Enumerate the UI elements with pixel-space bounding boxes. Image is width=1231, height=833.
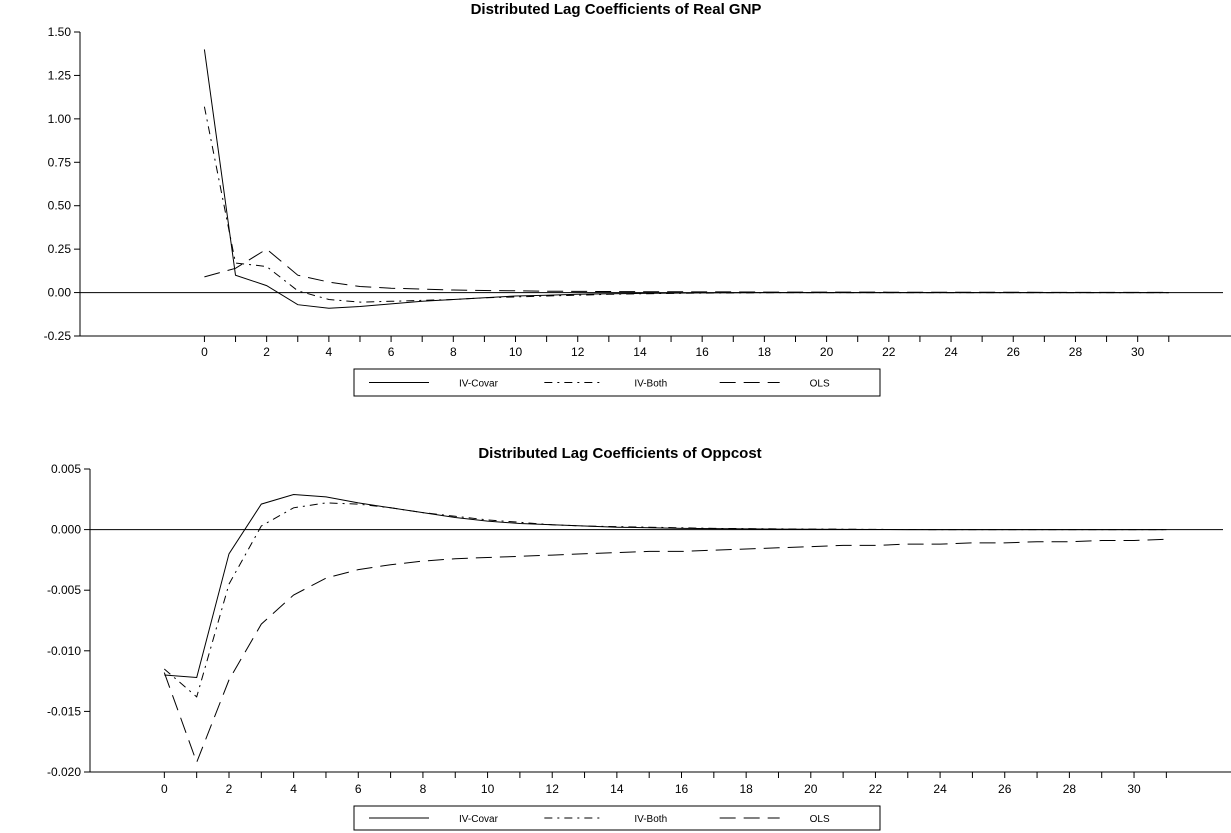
series-line-ols <box>163 538 1167 764</box>
y-tick-label: 0.00 <box>48 286 72 300</box>
chart-title-oppcost: Distributed Lag Coefficients of Oppcost <box>478 445 761 462</box>
x-tick-label: 16 <box>695 345 709 359</box>
series-line-iv-both <box>163 502 1167 698</box>
x-tick-label: 26 <box>1007 345 1021 359</box>
legend-label-iv-both: IV-Both <box>634 814 667 825</box>
y-tick-label: 1.50 <box>48 25 72 39</box>
x-tick-label: 24 <box>944 345 958 359</box>
chart-title-real-gnp: Distributed Lag Coefficients of Real GNP <box>471 1 762 18</box>
legend-label-ols: OLS <box>810 814 830 825</box>
x-tick-label: 28 <box>1069 345 1083 359</box>
x-tick-label: 26 <box>998 782 1012 796</box>
x-tick-label: 4 <box>290 782 297 796</box>
x-tick-label: 8 <box>450 345 457 359</box>
x-tick-label: 6 <box>355 782 362 796</box>
x-tick-label: 0 <box>161 782 168 796</box>
x-tick-label: 12 <box>546 782 560 796</box>
y-tick-label: -0.020 <box>47 765 81 779</box>
x-tick-label: 2 <box>226 782 233 796</box>
y-tick-label: 0.25 <box>48 242 72 256</box>
y-tick-label: 0.50 <box>48 199 72 213</box>
series-line-iv-covar <box>203 49 1169 309</box>
y-tick-label: -0.005 <box>47 583 81 597</box>
x-tick-label: 10 <box>509 345 523 359</box>
legend: IV-Covar IV-Both OLS <box>353 805 881 831</box>
x-tick-label: 14 <box>610 782 624 796</box>
y-tick-label: 0.75 <box>48 155 72 169</box>
x-tick-label: 22 <box>882 345 896 359</box>
x-tick-label: 6 <box>388 345 395 359</box>
legend: IV-Covar IV-Both OLS <box>353 368 881 397</box>
x-tick-label: 30 <box>1131 345 1145 359</box>
x-tick-label: 4 <box>326 345 333 359</box>
y-tick-label: 1.25 <box>48 68 72 82</box>
legend-label-iv-both: IV-Both <box>634 379 667 390</box>
x-tick-label: 20 <box>804 782 818 796</box>
x-tick-label: 18 <box>739 782 753 796</box>
x-tick-label: 14 <box>633 345 647 359</box>
x-tick-label: 8 <box>420 782 427 796</box>
legend-box <box>353 805 881 831</box>
series-line-ols <box>204 248 1169 293</box>
series-line-iv-covar <box>164 493 1167 679</box>
y-tick-label: 0.005 <box>51 462 81 476</box>
x-tick-label: 2 <box>263 345 270 359</box>
x-tick-label: 16 <box>675 782 689 796</box>
x-tick-label: 18 <box>758 345 772 359</box>
x-tick-label: 12 <box>571 345 585 359</box>
legend-label-iv-covar: IV-Covar <box>459 379 499 390</box>
x-tick-label: 22 <box>869 782 883 796</box>
legend-label-ols: OLS <box>810 379 830 390</box>
x-tick-label: 30 <box>1127 782 1141 796</box>
real-gnp-panel: Distributed Lag Coefficients of Real GNP… <box>44 1 1231 397</box>
y-tick-label: 0.000 <box>51 523 81 537</box>
y-tick-label: -0.25 <box>44 329 72 343</box>
y-tick-label: -0.015 <box>47 704 81 718</box>
x-tick-label: 28 <box>1063 782 1077 796</box>
legend-label-iv-covar: IV-Covar <box>459 814 499 825</box>
x-tick-label: 24 <box>933 782 947 796</box>
y-tick-label: -0.010 <box>47 644 81 658</box>
x-tick-label: 0 <box>201 345 208 359</box>
y-tick-label: 1.00 <box>48 112 72 126</box>
x-tick-label: 10 <box>481 782 495 796</box>
oppcost-panel: Distributed Lag Coefficients of Oppcost … <box>47 445 1231 831</box>
x-tick-label: 20 <box>820 345 834 359</box>
series-line-iv-both <box>203 106 1169 303</box>
legend-box <box>353 368 881 397</box>
